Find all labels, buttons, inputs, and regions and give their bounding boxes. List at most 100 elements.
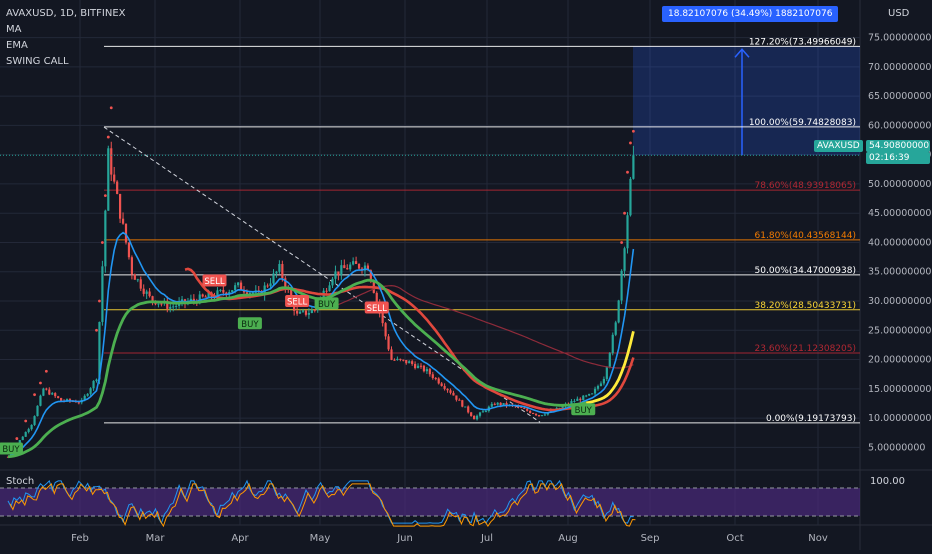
candle-body[interactable] bbox=[534, 413, 538, 416]
candle-body[interactable] bbox=[387, 336, 390, 350]
candle-body[interactable] bbox=[65, 399, 69, 402]
candle-body[interactable] bbox=[142, 288, 145, 294]
candle-body[interactable] bbox=[284, 278, 287, 289]
candle-body[interactable] bbox=[313, 309, 316, 311]
candle-body[interactable] bbox=[18, 440, 21, 445]
candle-body[interactable] bbox=[437, 378, 440, 384]
candle-body[interactable] bbox=[234, 285, 237, 291]
candle-body[interactable] bbox=[478, 412, 482, 416]
stoch-label[interactable]: Stoch bbox=[6, 476, 35, 487]
candle-body[interactable] bbox=[33, 416, 36, 425]
buy-signal-badge[interactable] bbox=[0, 442, 23, 455]
candle-body[interactable] bbox=[27, 429, 30, 433]
candle-body[interactable] bbox=[107, 148, 110, 211]
candle-body[interactable] bbox=[192, 298, 195, 301]
candle-body[interactable] bbox=[343, 265, 346, 269]
candle-body[interactable] bbox=[331, 278, 334, 286]
candle-body[interactable] bbox=[307, 313, 310, 315]
candle-body[interactable] bbox=[36, 405, 39, 417]
candle-body[interactable] bbox=[242, 290, 246, 293]
candle-body[interactable] bbox=[48, 389, 51, 395]
candle-body[interactable] bbox=[452, 392, 455, 396]
candle-body[interactable] bbox=[237, 282, 240, 286]
candle-body[interactable] bbox=[629, 178, 632, 216]
candle-body[interactable] bbox=[269, 283, 272, 287]
candle-body[interactable] bbox=[532, 413, 535, 415]
candle-body[interactable] bbox=[222, 289, 225, 293]
candle-body[interactable] bbox=[83, 395, 86, 400]
candle-body[interactable] bbox=[207, 292, 210, 298]
candle-body[interactable] bbox=[239, 282, 243, 291]
candle-body[interactable] bbox=[588, 393, 591, 396]
candle-body[interactable] bbox=[98, 321, 101, 380]
candle-body[interactable] bbox=[334, 271, 337, 279]
candle-body[interactable] bbox=[431, 374, 434, 379]
indicator-ema-label[interactable]: EMA bbox=[6, 40, 28, 51]
candle-body[interactable] bbox=[496, 402, 499, 405]
candle-body[interactable] bbox=[366, 265, 369, 271]
buy-signal-badge[interactable] bbox=[314, 297, 339, 310]
candle-body[interactable] bbox=[151, 296, 154, 301]
candle-body[interactable] bbox=[449, 390, 452, 393]
candle-body[interactable] bbox=[24, 432, 27, 437]
candle-body[interactable] bbox=[310, 309, 313, 314]
candle-body[interactable] bbox=[369, 270, 372, 282]
candle-body[interactable] bbox=[127, 242, 131, 258]
candle-body[interactable] bbox=[537, 415, 541, 417]
candle-body[interactable] bbox=[599, 383, 603, 387]
indicator-ma-label[interactable]: MA bbox=[6, 24, 22, 35]
candle-body[interactable] bbox=[611, 334, 614, 354]
candle-body[interactable] bbox=[349, 264, 352, 270]
candle-body[interactable] bbox=[490, 403, 493, 407]
candle-body[interactable] bbox=[304, 310, 308, 315]
candle-body[interactable] bbox=[266, 285, 269, 287]
candle-body[interactable] bbox=[464, 406, 467, 408]
candle-body[interactable] bbox=[617, 300, 620, 323]
candle-body[interactable] bbox=[475, 415, 479, 420]
candle-body[interactable] bbox=[89, 388, 92, 394]
candle-body[interactable] bbox=[139, 279, 142, 289]
candle-body[interactable] bbox=[77, 402, 80, 404]
candle-body[interactable] bbox=[60, 397, 63, 401]
swing-call-line-recent[interactable] bbox=[585, 330, 635, 405]
candle-body[interactable] bbox=[579, 398, 582, 401]
candle-body[interactable] bbox=[481, 411, 485, 413]
candle-body[interactable] bbox=[39, 395, 42, 406]
candle-body[interactable] bbox=[620, 270, 623, 301]
measure-box[interactable] bbox=[633, 46, 860, 156]
candle-body[interactable] bbox=[340, 265, 343, 276]
candle-body[interactable] bbox=[529, 410, 532, 414]
candle-body[interactable] bbox=[325, 290, 328, 292]
candle-body[interactable] bbox=[189, 298, 192, 302]
candle-body[interactable] bbox=[204, 296, 207, 298]
candle-body[interactable] bbox=[157, 303, 160, 305]
candle-body[interactable] bbox=[136, 279, 139, 281]
trend-line[interactable] bbox=[103, 126, 541, 423]
candle-body[interactable] bbox=[352, 261, 355, 265]
sell-signal-badge[interactable] bbox=[364, 301, 389, 314]
candle-body[interactable] bbox=[434, 378, 437, 380]
candle-body[interactable] bbox=[505, 403, 508, 406]
candle-body[interactable] bbox=[272, 273, 275, 284]
candle-body[interactable] bbox=[281, 264, 284, 279]
candle-body[interactable] bbox=[484, 410, 487, 412]
candle-body[interactable] bbox=[298, 311, 302, 314]
candle-body[interactable] bbox=[54, 393, 57, 397]
candle-body[interactable] bbox=[86, 393, 89, 396]
candle-body[interactable] bbox=[231, 290, 234, 292]
candle-body[interactable] bbox=[499, 402, 502, 406]
candle-body[interactable] bbox=[405, 360, 408, 364]
candle-body[interactable] bbox=[175, 305, 178, 307]
candle-body[interactable] bbox=[576, 398, 579, 401]
candle-body[interactable] bbox=[219, 289, 222, 291]
candle-body[interactable] bbox=[461, 400, 464, 407]
candle-body[interactable] bbox=[124, 223, 128, 243]
candle-body[interactable] bbox=[384, 323, 387, 337]
candle-body[interactable] bbox=[422, 365, 426, 372]
candle-body[interactable] bbox=[626, 215, 629, 249]
candle-body[interactable] bbox=[355, 261, 358, 264]
candle-body[interactable] bbox=[278, 264, 281, 272]
candle-body[interactable] bbox=[411, 361, 414, 364]
candle-body[interactable] bbox=[458, 399, 461, 401]
